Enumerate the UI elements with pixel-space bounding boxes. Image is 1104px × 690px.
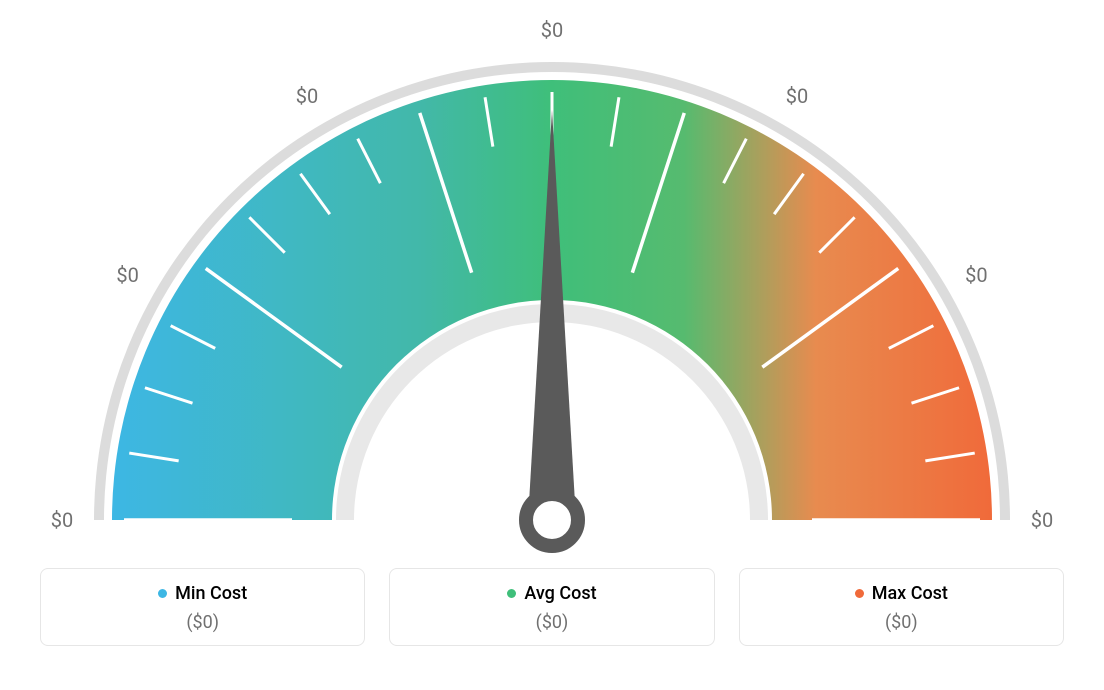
gauge-label: $0 xyxy=(296,84,318,108)
legend-avg-value: ($0) xyxy=(390,612,713,633)
legend-min-dot xyxy=(158,589,167,598)
gauge-label: $0 xyxy=(965,263,987,287)
gauge-chart: $0 $0 $0 $0 $0 $0 $0 xyxy=(0,0,1104,560)
legend-row: Min Cost ($0) Avg Cost ($0) Max Cost ($0… xyxy=(0,568,1104,646)
legend-max-label: Max Cost xyxy=(872,583,948,604)
gauge-label: $0 xyxy=(541,18,563,42)
legend-min-value: ($0) xyxy=(41,612,364,633)
legend-max-value: ($0) xyxy=(740,612,1063,633)
legend-min-card: Min Cost ($0) xyxy=(40,568,365,646)
gauge-label: $0 xyxy=(1031,508,1053,532)
legend-max-dot xyxy=(855,589,864,598)
legend-avg-top: Avg Cost xyxy=(507,583,596,604)
legend-avg-card: Avg Cost ($0) xyxy=(389,568,714,646)
legend-min-label: Min Cost xyxy=(175,583,247,604)
legend-max-card: Max Cost ($0) xyxy=(739,568,1064,646)
gauge-svg xyxy=(0,0,1104,560)
gauge-label: $0 xyxy=(116,263,138,287)
legend-avg-label: Avg Cost xyxy=(524,583,596,604)
gauge-label: $0 xyxy=(51,508,73,532)
legend-avg-dot xyxy=(507,589,516,598)
legend-max-top: Max Cost xyxy=(855,583,948,604)
gauge-label: $0 xyxy=(786,84,808,108)
legend-min-top: Min Cost xyxy=(158,583,247,604)
